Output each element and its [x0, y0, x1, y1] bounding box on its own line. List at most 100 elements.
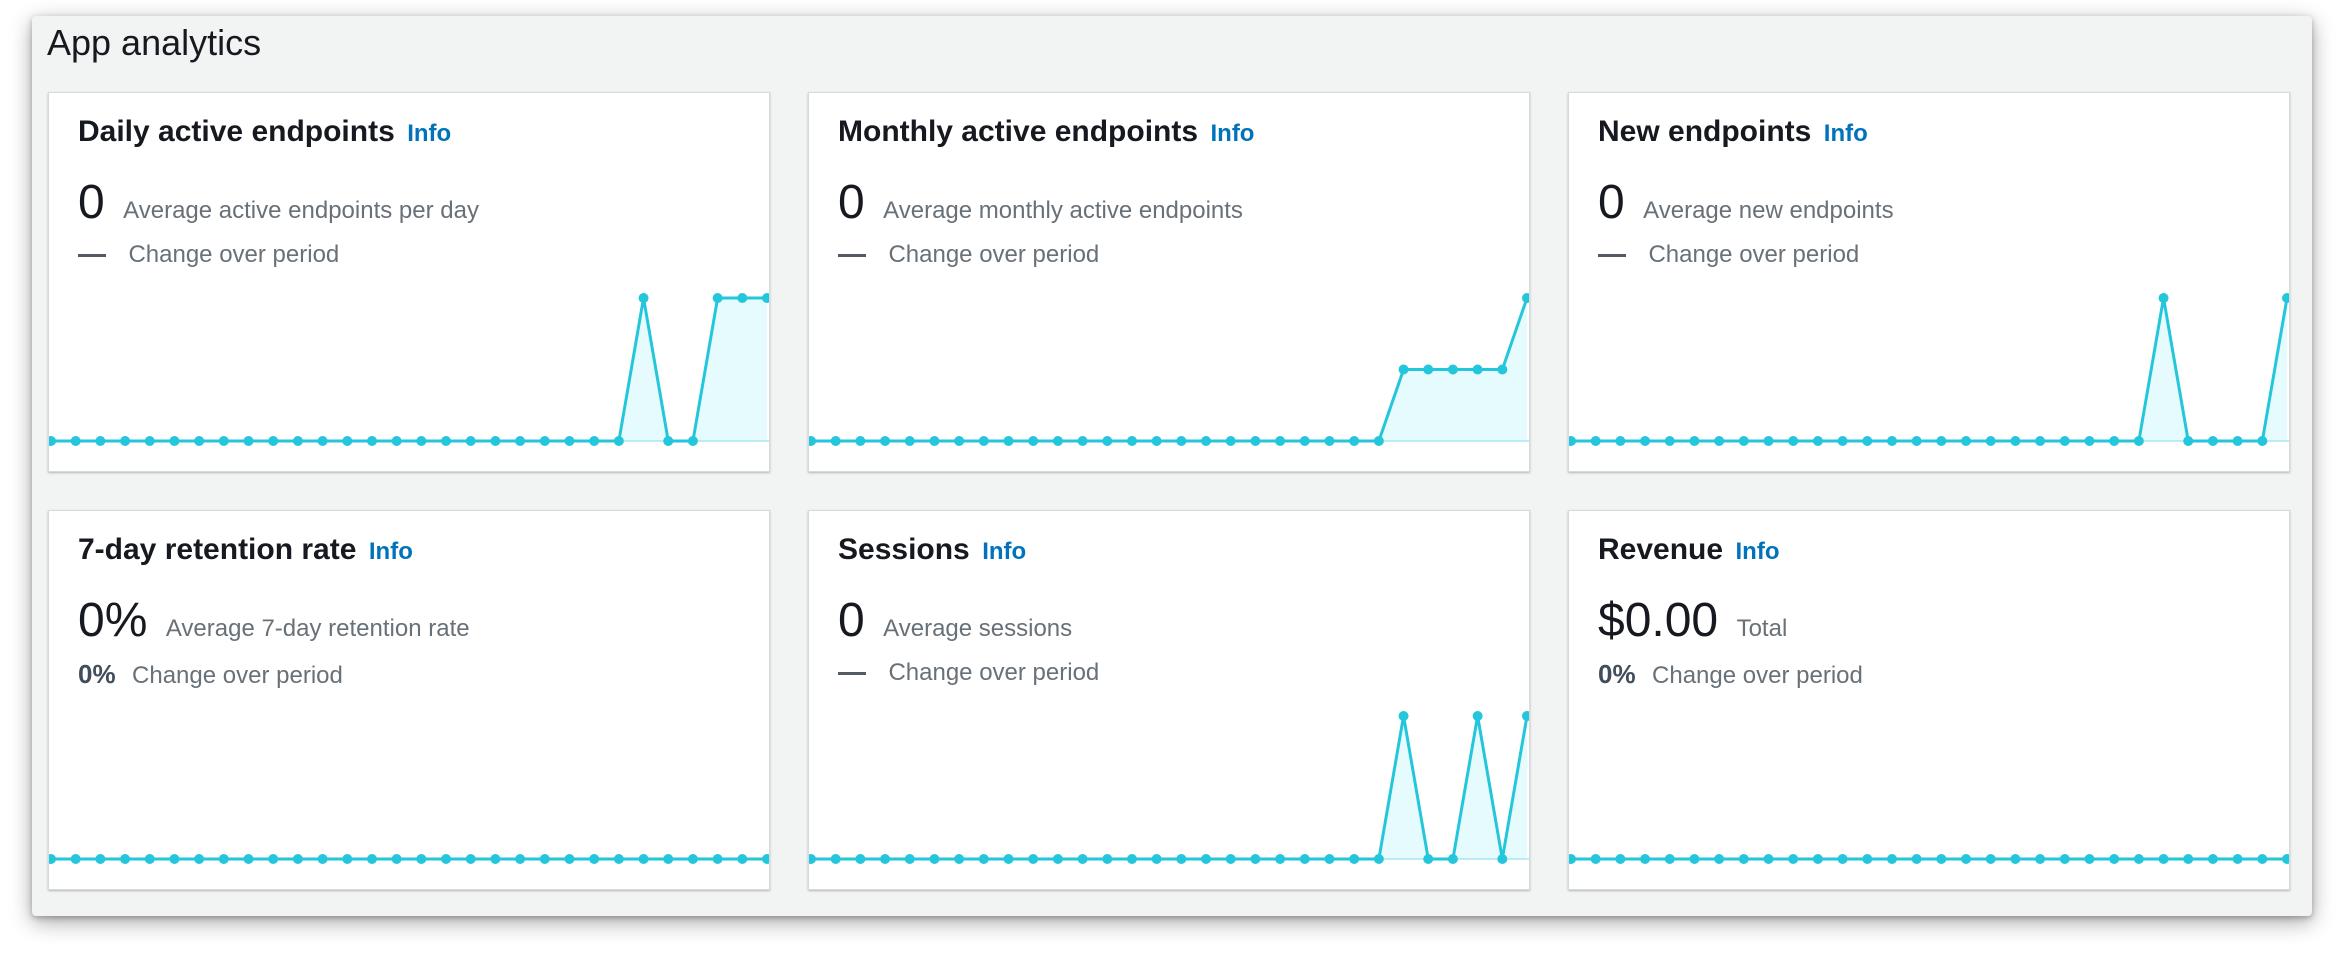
data-point[interactable] [1714, 854, 1725, 864]
data-point[interactable] [638, 293, 649, 303]
data-point[interactable] [1028, 854, 1039, 864]
data-point[interactable] [1640, 854, 1651, 864]
data-point[interactable] [1763, 436, 1774, 446]
data-point[interactable] [416, 436, 427, 446]
data-point[interactable] [2158, 293, 2169, 303]
data-point[interactable] [2282, 854, 2289, 864]
data-point[interactable] [1225, 854, 1236, 864]
info-link[interactable]: Info [368, 538, 413, 565]
data-point[interactable] [1812, 436, 1823, 446]
data-point[interactable] [49, 854, 56, 864]
data-point[interactable] [1324, 854, 1335, 864]
data-point[interactable] [120, 854, 131, 864]
data-point[interactable] [1985, 854, 1996, 864]
data-point[interactable] [218, 854, 229, 864]
data-point[interactable] [490, 854, 501, 864]
data-point[interactable] [1423, 854, 1434, 864]
data-point[interactable] [194, 854, 205, 864]
data-point[interactable] [1077, 854, 1088, 864]
data-point[interactable] [1275, 854, 1286, 864]
data-point[interactable] [1985, 436, 1996, 446]
data-point[interactable] [613, 854, 624, 864]
data-point[interactable] [1497, 364, 1508, 375]
data-point[interactable] [243, 854, 254, 864]
data-point[interactable] [144, 854, 155, 864]
data-point[interactable] [687, 854, 698, 864]
data-point[interactable] [1447, 854, 1458, 864]
data-point[interactable] [1398, 364, 1409, 375]
data-point[interactable] [1176, 854, 1187, 864]
data-point[interactable] [268, 854, 279, 864]
info-link[interactable]: Info [1210, 120, 1255, 147]
data-point[interactable] [1472, 711, 1483, 721]
data-point[interactable] [954, 854, 965, 864]
data-point[interactable] [2158, 854, 2169, 864]
data-point[interactable] [465, 436, 476, 446]
data-point[interactable] [243, 436, 254, 446]
data-point[interactable] [169, 436, 180, 446]
data-point[interactable] [1225, 436, 1236, 446]
data-point[interactable] [1102, 436, 1113, 446]
data-point[interactable] [1886, 436, 1897, 446]
data-point[interactable] [1077, 436, 1088, 446]
data-point[interactable] [1812, 854, 1823, 864]
data-point[interactable] [144, 436, 155, 446]
data-point[interactable] [1201, 436, 1212, 446]
data-point[interactable] [1102, 854, 1113, 864]
data-point[interactable] [515, 436, 526, 446]
data-point[interactable] [416, 854, 427, 864]
data-point[interactable] [1052, 436, 1063, 446]
data-point[interactable] [1324, 436, 1335, 446]
data-point[interactable] [663, 854, 674, 864]
data-point[interactable] [1349, 854, 1360, 864]
data-point[interactable] [855, 854, 866, 864]
data-point[interactable] [762, 293, 769, 303]
data-point[interactable] [2232, 854, 2243, 864]
data-point[interactable] [978, 436, 989, 446]
data-point[interactable] [391, 854, 402, 864]
data-point[interactable] [1373, 436, 1384, 446]
data-point[interactable] [2109, 436, 2120, 446]
data-point[interactable] [539, 854, 550, 864]
data-point[interactable] [1615, 436, 1626, 446]
data-point[interactable] [1126, 436, 1137, 446]
data-point[interactable] [1497, 854, 1508, 864]
data-point[interactable] [515, 854, 526, 864]
data-point[interactable] [1126, 854, 1137, 864]
data-point[interactable] [589, 436, 600, 446]
data-point[interactable] [2059, 436, 2070, 446]
data-point[interactable] [2183, 854, 2194, 864]
data-point[interactable] [1373, 854, 1384, 864]
data-point[interactable] [737, 293, 748, 303]
data-point[interactable] [809, 436, 816, 446]
data-point[interactable] [880, 436, 891, 446]
data-point[interactable] [1398, 711, 1409, 721]
data-point[interactable] [1522, 711, 1529, 721]
data-point[interactable] [2010, 854, 2021, 864]
data-point[interactable] [1664, 436, 1675, 446]
data-point[interactable] [2183, 436, 2194, 446]
data-point[interactable] [954, 436, 965, 446]
data-point[interactable] [589, 854, 600, 864]
data-point[interactable] [1299, 436, 1310, 446]
data-point[interactable] [1569, 436, 1576, 446]
data-point[interactable] [687, 436, 698, 446]
data-point[interactable] [1763, 854, 1774, 864]
data-point[interactable] [2207, 854, 2218, 864]
data-point[interactable] [2133, 436, 2144, 446]
data-point[interactable] [465, 854, 476, 864]
data-point[interactable] [1176, 436, 1187, 446]
data-point[interactable] [2257, 436, 2268, 446]
data-point[interactable] [120, 436, 131, 446]
data-point[interactable] [1569, 854, 1576, 864]
data-point[interactable] [904, 436, 915, 446]
data-point[interactable] [1837, 854, 1848, 864]
data-point[interactable] [441, 436, 452, 446]
data-point[interactable] [1664, 854, 1675, 864]
data-point[interactable] [2035, 436, 2046, 446]
data-point[interactable] [1961, 854, 1972, 864]
data-point[interactable] [1689, 854, 1700, 864]
data-point[interactable] [1886, 854, 1897, 864]
data-point[interactable] [1837, 436, 1848, 446]
data-point[interactable] [1862, 436, 1873, 446]
